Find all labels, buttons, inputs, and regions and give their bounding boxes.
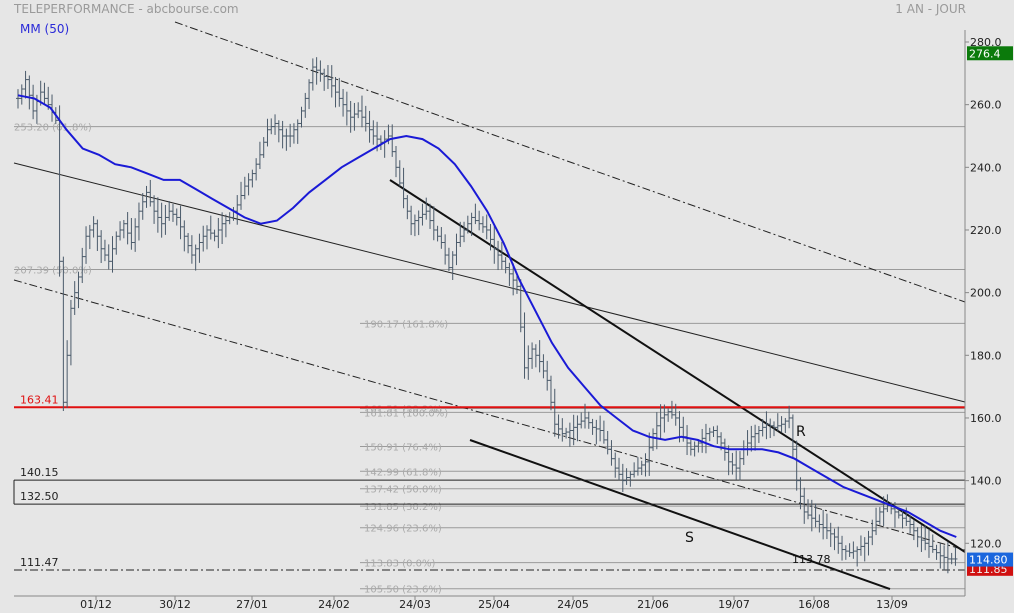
y-tick-label: 260.0 (970, 99, 1002, 112)
y-tick-label: 180.0 (970, 349, 1002, 362)
level-label: 140.15 (20, 466, 59, 479)
y-tick-label: 140.0 (970, 475, 1002, 488)
y-tick-label: 240.0 (970, 161, 1002, 174)
fib-label: 161.81 (100.0%) (364, 408, 448, 419)
x-tick-label: 24/02 (318, 598, 350, 611)
y-tick-label: 220.0 (970, 224, 1002, 237)
x-tick-label: 19/07 (718, 598, 750, 611)
level-label: 132.50 (20, 490, 59, 503)
chart-title: TELEPERFORMANCE - abcbourse.com (14, 2, 239, 16)
support-trend-line (469, 439, 891, 590)
fib-label: 253.20 (61.8%) (14, 123, 92, 134)
fib-label: 131.85 (38.2%) (364, 502, 442, 513)
period-label: 1 AN - JOUR (895, 2, 966, 16)
y-tick-label: 280.0 (970, 36, 1002, 49)
fib-label: 124.96 (23.6%) (364, 524, 442, 535)
fib-label: 190.17 (161.8%) (364, 319, 448, 330)
low-annotation: 113.78 (792, 553, 831, 566)
x-tick-label: 30/12 (159, 598, 191, 611)
level-label: 163.41 (20, 393, 59, 406)
fib-label: 137.42 (50.0%) (364, 485, 442, 496)
x-tick-label: 13/09 (876, 598, 908, 611)
x-tick-label: 24/03 (399, 598, 431, 611)
x-tick-label: 16/08 (798, 598, 830, 611)
moving-average-line (17, 94, 957, 538)
x-tick-label: 27/01 (236, 598, 268, 611)
high-badge (967, 46, 1013, 61)
fib-label: 207.39 (50.0%) (14, 265, 92, 276)
y-tick-label: 120.0 (970, 537, 1002, 550)
moving-average-legend: MM (50) (20, 22, 70, 36)
last-price-badge (967, 552, 1013, 567)
long-trend-line (13, 162, 966, 403)
upper-channel-line (174, 21, 966, 303)
fib-label: 161.51 (38.2%) (364, 405, 442, 416)
level-label: 111.47 (20, 556, 59, 569)
last-price-badge-text: 114.80 (969, 554, 1008, 567)
fib-label: 113.83 (0.0%) (364, 559, 435, 570)
fib-label: 105.50 (23.6%) (364, 585, 442, 596)
x-tick-label: 25/04 (478, 598, 510, 611)
y-tick-label: 200.0 (970, 287, 1002, 300)
x-tick-label: 01/12 (80, 598, 112, 611)
fib-label: 150.91 (76.4%) (364, 442, 442, 453)
resistance-annotation: R (796, 424, 806, 440)
fib-label: 142.99 (61.8%) (364, 467, 442, 478)
high-badge-text: 276.4 (969, 47, 1001, 60)
lower-channel-line (13, 279, 966, 551)
x-tick-label: 21/06 (637, 598, 669, 611)
y-tick-label: 160.0 (970, 412, 1002, 425)
resistance-trend-line (389, 179, 966, 553)
support-annotation: S (685, 530, 694, 546)
x-tick-label: 24/05 (557, 598, 589, 611)
